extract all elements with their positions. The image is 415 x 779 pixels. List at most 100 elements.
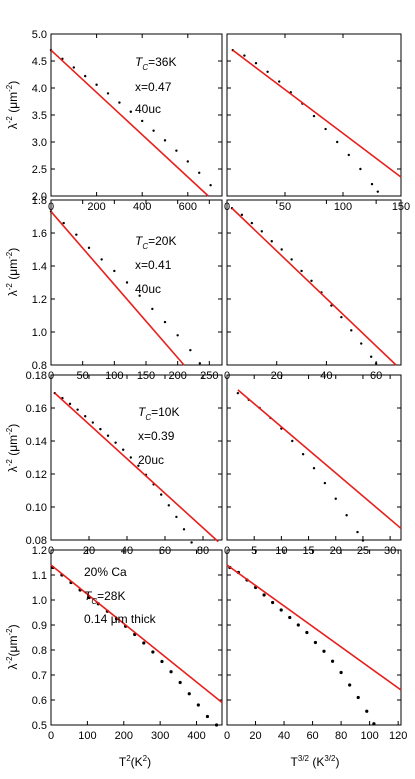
y-tick-label: 1.4	[32, 261, 47, 273]
data-point	[106, 434, 110, 437]
data-point	[84, 74, 87, 78]
x-tick-label: 40	[278, 730, 290, 742]
data-point	[196, 703, 200, 707]
x-tick-label: 200	[115, 730, 133, 742]
y-tick-label: 1.1	[32, 570, 47, 582]
data-point	[291, 439, 294, 443]
panel-4-right: 0 20 40 60 80 100 120	[224, 549, 407, 742]
x-tick-label: 40	[320, 370, 332, 382]
x-tick-label: 100	[78, 730, 96, 742]
data-point	[288, 615, 292, 620]
data-point	[100, 258, 103, 261]
x-tick-label: 400	[133, 201, 151, 213]
ylabel-row-2: λ-2 (μm-2)	[5, 248, 20, 297]
data-point	[347, 153, 350, 157]
x-tick-label: 20	[83, 545, 95, 557]
data-point	[187, 692, 191, 696]
x-tick-label: 80	[335, 730, 347, 742]
data-point	[72, 66, 76, 69]
data-point	[198, 171, 201, 174]
data-point	[68, 402, 72, 406]
y-tick-label: 1.2	[32, 294, 47, 306]
y-tick-label: 0.18	[26, 370, 47, 382]
data-point	[300, 269, 303, 273]
data-point	[348, 683, 352, 687]
y-tick-label: 0.8	[32, 645, 47, 657]
y-tick-label: 0.5	[32, 720, 47, 732]
x-tick-label: 20	[271, 370, 283, 382]
data-point	[330, 659, 335, 663]
y-tick-label: 3.5	[32, 110, 47, 122]
data-point	[278, 80, 281, 83]
data-point	[250, 221, 254, 225]
data-point	[339, 670, 343, 675]
data-point	[151, 307, 154, 311]
x-tick-label: 100	[105, 370, 123, 382]
panel-4-left: 0 100 200 300 400 0.5 0.6 0.7 0.8 0.9 1.0 1.1 1.2	[32, 545, 223, 742]
data-point	[137, 464, 140, 467]
data-point	[240, 213, 244, 217]
x-tick-label: 60	[306, 730, 318, 742]
svg-text:0.14 μm thick: 0.14 μm thick	[84, 612, 157, 626]
data-point	[62, 221, 65, 225]
data-point	[122, 448, 125, 451]
y-tick-label: 1.0	[32, 327, 47, 339]
data-point	[118, 101, 121, 104]
data-point	[138, 294, 141, 297]
data-point	[169, 670, 173, 674]
y-tick-label: 0.6	[32, 695, 47, 707]
data-point	[323, 481, 327, 485]
data-point	[114, 441, 117, 444]
y-tick-label: 0.8	[32, 360, 47, 372]
data-point	[330, 304, 333, 307]
data-point	[336, 140, 339, 144]
data-point	[99, 427, 102, 431]
data-point	[178, 680, 182, 685]
y-tick-label: 2.0	[32, 191, 47, 203]
plot-frame	[226, 199, 402, 366]
data-point	[76, 408, 79, 411]
xlabel-left: T2(K2)	[119, 754, 151, 769]
data-point	[312, 467, 316, 470]
data-point	[182, 528, 186, 531]
data-point	[198, 362, 202, 365]
y-tick-label: 0.10	[26, 502, 47, 514]
panel-1-right: 0 50 100 150	[224, 33, 410, 213]
ylabel-row-4: λ-2(μm-2)	[5, 624, 20, 669]
data-point	[322, 649, 326, 653]
svg-text:x=0.47: x=0.47	[135, 80, 172, 94]
data-point	[160, 493, 163, 496]
x-tick-label: 25	[357, 545, 369, 557]
y-tick-label: 0.9	[32, 620, 47, 632]
data-point	[129, 456, 132, 459]
data-point	[350, 329, 353, 332]
fit-line	[237, 389, 402, 530]
data-point	[374, 362, 378, 365]
data-point	[84, 415, 87, 418]
fit-line	[50, 564, 223, 704]
x-tick-label: 40	[121, 545, 133, 557]
data-point	[340, 315, 343, 319]
plot-frame	[50, 199, 223, 366]
data-point	[163, 139, 167, 142]
x-tick-label: 200	[87, 201, 105, 213]
x-tick-label: 5	[251, 545, 257, 557]
data-point	[176, 334, 179, 337]
y-tick-label: 2.5	[32, 164, 47, 176]
data-point	[113, 269, 116, 273]
plot-frame	[226, 374, 402, 541]
x-tick-label: 0	[224, 730, 230, 742]
svg-text:40uc: 40uc	[135, 102, 161, 116]
x-tick-label: 150	[137, 370, 155, 382]
data-point	[266, 70, 269, 74]
data-point	[160, 659, 164, 664]
annotation-panel-4: 20% Ca TC=28K 0.14 μm thick	[84, 565, 157, 626]
plot-frame	[50, 374, 223, 541]
data-point	[290, 258, 293, 261]
svg-text:20% Ca: 20% Ca	[84, 565, 127, 579]
data-point	[334, 497, 337, 500]
y-tick-label: 5.0	[32, 29, 47, 41]
